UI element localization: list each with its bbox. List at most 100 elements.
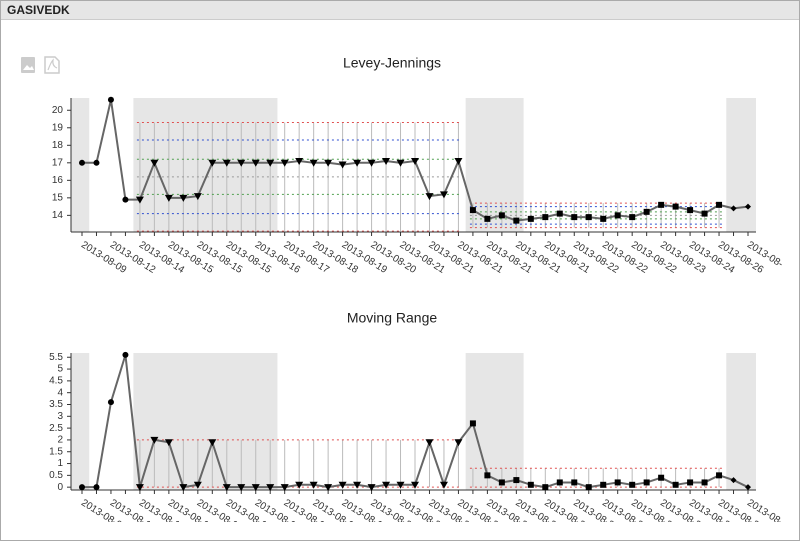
y-tick-label: 16 xyxy=(52,175,64,186)
point xyxy=(309,159,318,167)
point xyxy=(498,212,505,219)
point xyxy=(469,420,476,427)
point xyxy=(309,481,318,489)
point xyxy=(396,159,405,167)
point xyxy=(716,472,723,479)
point xyxy=(542,214,549,221)
point xyxy=(600,481,607,488)
point xyxy=(585,214,592,221)
point xyxy=(107,96,114,103)
point xyxy=(411,158,419,166)
point xyxy=(324,159,333,167)
y-tick-label: 0 xyxy=(57,482,63,493)
point xyxy=(135,484,144,492)
point xyxy=(222,159,231,167)
point xyxy=(687,207,694,214)
point xyxy=(629,481,636,488)
point xyxy=(164,439,173,447)
point xyxy=(513,477,520,484)
point xyxy=(614,479,621,486)
point xyxy=(527,215,534,222)
point xyxy=(237,484,246,492)
point xyxy=(439,481,448,489)
point xyxy=(425,439,434,447)
y-tick-label: 1 xyxy=(57,458,63,469)
point xyxy=(79,159,85,166)
point xyxy=(672,203,679,210)
panel-header: GASIVEDK xyxy=(1,1,799,20)
point xyxy=(266,484,275,492)
lot-band xyxy=(133,98,278,232)
point xyxy=(150,159,159,167)
y-tick-label: 14 xyxy=(52,210,64,221)
y-tick-label: 0.5 xyxy=(49,470,63,481)
point xyxy=(614,212,621,219)
point xyxy=(571,214,578,221)
point xyxy=(585,484,592,491)
point xyxy=(672,481,679,488)
y-tick-label: 3.5 xyxy=(49,399,63,410)
point xyxy=(208,159,217,167)
point xyxy=(571,479,578,486)
lot-band xyxy=(726,98,756,232)
point xyxy=(484,472,491,479)
point xyxy=(542,484,549,491)
point xyxy=(439,191,448,199)
point xyxy=(382,481,391,489)
point xyxy=(701,210,708,217)
point xyxy=(280,484,289,492)
y-tick-label: 4 xyxy=(57,387,63,398)
point xyxy=(122,196,129,203)
point xyxy=(251,159,260,167)
point xyxy=(629,214,636,221)
y-tick-label: 15 xyxy=(52,192,64,203)
point xyxy=(324,484,333,492)
point xyxy=(135,196,144,204)
chart-title: Moving Range xyxy=(347,310,437,326)
point xyxy=(93,159,100,166)
point xyxy=(179,194,188,202)
point xyxy=(193,481,202,489)
point xyxy=(513,217,520,224)
point xyxy=(745,203,751,210)
lot-band xyxy=(726,353,756,490)
point xyxy=(107,399,114,406)
point xyxy=(556,479,563,486)
point xyxy=(469,207,476,214)
charts: Levey-Jennings141516171819202013-08-0920… xyxy=(21,55,785,522)
image-export-icon[interactable] xyxy=(21,57,35,73)
point xyxy=(658,474,665,481)
y-tick-label: 5.5 xyxy=(49,352,63,363)
point xyxy=(382,158,391,166)
pdf-export-icon[interactable] xyxy=(44,56,60,74)
point xyxy=(498,479,505,486)
point xyxy=(164,194,173,202)
point xyxy=(251,484,260,492)
y-tick-label: 18 xyxy=(52,140,64,151)
y-tick-label: 17 xyxy=(52,157,64,168)
y-tick-label: 1.5 xyxy=(49,446,63,457)
point xyxy=(716,201,723,208)
point xyxy=(396,481,405,489)
point xyxy=(556,210,563,217)
point xyxy=(266,159,275,167)
chart-title: Levey-Jennings xyxy=(343,55,441,71)
point xyxy=(643,479,650,486)
point xyxy=(367,484,376,492)
point xyxy=(295,481,304,489)
y-tick-label: 19 xyxy=(52,122,64,133)
point xyxy=(701,479,708,486)
y-tick-label: 20 xyxy=(52,105,64,116)
point xyxy=(193,193,202,201)
point xyxy=(600,215,607,222)
lot-band xyxy=(71,353,90,490)
point xyxy=(730,205,737,212)
point xyxy=(745,484,751,491)
lot-band xyxy=(133,353,278,490)
y-tick-label: 5 xyxy=(57,364,63,375)
point xyxy=(454,158,463,166)
point xyxy=(79,484,85,491)
y-tick-label: 3 xyxy=(57,411,63,422)
point xyxy=(454,439,463,447)
